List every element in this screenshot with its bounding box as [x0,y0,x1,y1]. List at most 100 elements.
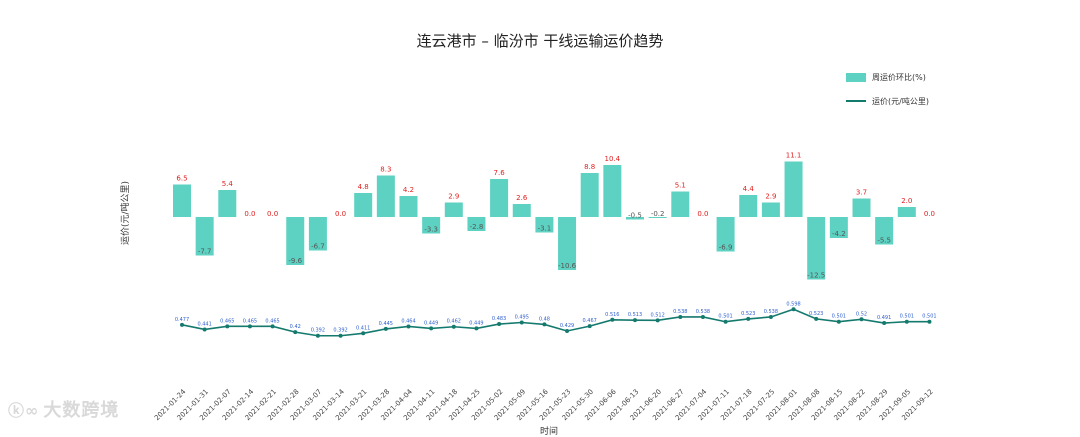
bar-value-label: -5.5 [877,237,891,245]
bar-value-label: -6.9 [719,244,733,252]
bar-2021-06-13 [626,217,644,220]
bar-2021-01-24 [173,184,191,217]
bar-value-label: 2.0 [901,197,912,205]
price-value-label: 0.491 [877,315,891,321]
price-point-2021-01-31 [202,327,207,332]
bar-2021-06-06 [603,165,622,217]
bar-value-label: -3.1 [538,225,552,233]
bar-value-label: 0.0 [924,210,935,218]
bar-value-label: 10.4 [605,155,621,163]
price-point-2021-02-21 [270,324,275,329]
bar-2021-06-27 [671,191,690,217]
price-point-2021-05-16 [542,322,547,327]
bar-2021-01-31 [195,217,214,256]
bar-value-label: -3.3 [424,226,438,234]
price-value-label: 0.42 [290,324,301,330]
bar-value-label: -6.7 [311,243,325,251]
price-point-2021-07-04 [700,314,705,319]
price-value-label: 0.467 [583,318,597,324]
price-point-2021-08-22 [859,317,864,322]
bar-value-label: 3.7 [856,189,867,197]
price-value-label: 0.501 [832,314,846,320]
price-point-2021-09-05 [904,319,909,324]
price-value-label: 0.598 [786,301,800,307]
bar-2021-03-21 [354,193,373,217]
bar-2021-06-20 [648,217,667,218]
price-point-2021-03-28 [383,326,388,331]
price-value-label: 0.441 [197,321,211,327]
legend-item-bar: 周运价环比(%) [846,70,929,84]
price-value-label: 0.513 [628,312,642,318]
price-value-label: 0.501 [718,314,732,320]
bar-value-label: -9.6 [288,257,302,265]
x-axis-label: 时间 [540,427,559,437]
price-value-label: 0.449 [424,320,438,326]
price-value-label: 0.516 [605,312,619,318]
bar-value-label: 2.9 [765,193,776,201]
price-point-2021-05-23 [565,328,570,333]
price-point-2021-03-07 [315,333,320,338]
price-point-2021-07-25 [768,314,773,319]
chart-title: 连云港市 – 临汾市 干线运输运价趋势 [416,32,664,50]
bar-2021-04-25 [467,217,486,231]
bar-value-label: 4.8 [358,183,369,191]
bar-2021-05-02 [490,179,509,217]
bar-value-label: -7.7 [198,248,212,256]
price-point-2021-06-27 [678,314,683,319]
price-point-2021-03-21 [361,331,366,336]
bar-value-label: 7.6 [494,169,506,177]
legend-item-line: 运价(元/吨公里) [846,94,929,108]
bar-value-label: 4.2 [403,186,414,194]
bar-value-label: 8.8 [584,163,595,171]
price-value-label: 0.501 [900,314,914,320]
bar-2021-05-30 [580,173,599,217]
bar-2021-03-28 [376,175,395,217]
price-point-2021-08-01 [791,307,796,312]
bar-2021-02-07 [218,190,237,217]
price-point-2021-04-11 [429,326,434,331]
price-point-2021-07-18 [746,316,751,321]
bar-2021-05-16 [535,217,554,233]
price-value-label: 0.501 [922,314,936,320]
bar-value-label: -0.5 [628,212,642,220]
price-point-2021-02-14 [247,324,252,329]
price-line [181,308,930,337]
price-point-2021-05-30 [587,324,592,329]
bar-value-label: -0.2 [651,210,665,218]
bar-value-label: 0.0 [267,210,278,218]
bar-2021-05-09 [512,204,531,217]
price-value-label: 0.462 [447,319,461,325]
y-axis-label: 运价(元/吨公里) [121,180,131,245]
bar-value-label: -4.2 [832,230,846,238]
price-value-label: 0.464 [401,318,415,324]
price-point-2021-07-11 [723,319,728,324]
bar-2021-07-25 [761,202,780,217]
price-point-2021-02-28 [293,330,298,335]
bar-value-label: 0.0 [244,210,255,218]
bar-value-label: -12.5 [807,272,825,280]
legend-line-swatch [846,100,866,102]
watermark-text: 大数跨境 [43,400,120,421]
price-value-label: 0.465 [265,318,279,324]
price-point-2021-01-24 [180,322,184,327]
price-value-label: 0.429 [560,323,574,329]
bar-2021-04-18 [444,202,463,217]
bar-2021-02-28 [286,217,305,265]
price-value-label: 0.449 [469,320,483,326]
bar-2021-09-05 [897,207,916,217]
price-value-label: 0.483 [492,316,506,322]
bar-2021-04-04 [399,196,418,217]
bar-2021-05-23 [558,217,577,270]
bar-2021-08-01 [784,161,803,217]
bar-2021-07-11 [716,217,735,252]
price-point-2021-09-12 [927,319,932,324]
bar-value-label: 2.6 [516,194,528,202]
price-point-2021-08-08 [814,316,819,321]
bar-2021-08-08 [807,217,826,280]
bar-value-label: 0.0 [335,210,346,218]
bar-2021-08-22 [852,198,871,217]
bar-value-label: 6.5 [176,175,187,183]
price-value-label: 0.48 [539,316,550,322]
price-point-2021-06-06 [610,317,615,322]
